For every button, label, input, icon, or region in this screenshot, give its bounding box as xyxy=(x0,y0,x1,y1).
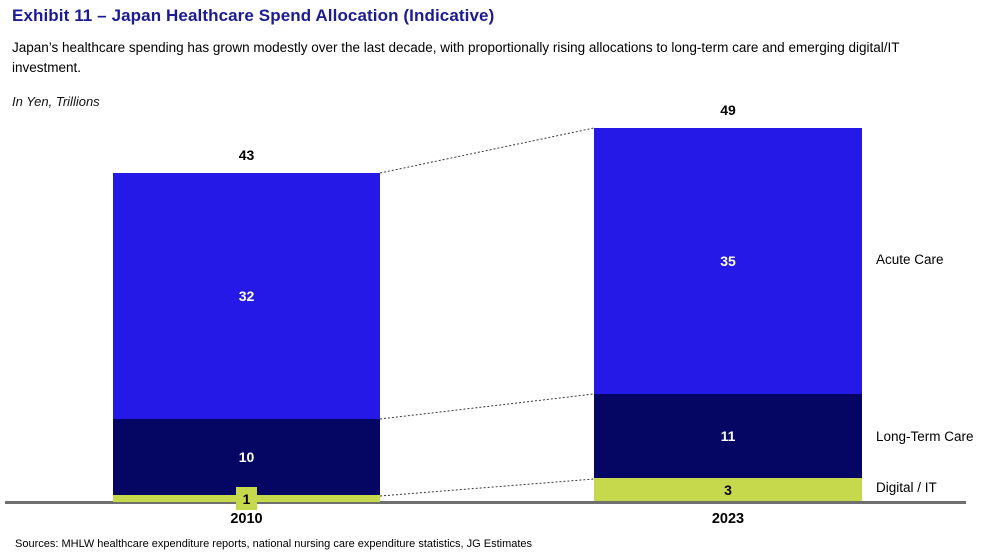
segment-value-digital-it-2023: 3 xyxy=(724,481,732,498)
segment-digital-it-2023: 3 xyxy=(594,478,862,501)
connector-line-top xyxy=(379,127,595,174)
units-label: In Yen, Trillions xyxy=(12,94,100,109)
category-label-2010: 2010 xyxy=(230,511,263,527)
legend-label-digital-it: Digital / IT xyxy=(876,480,937,495)
segment-acute-care-2010: 32 xyxy=(113,173,380,419)
segment-long-term-care-2010: 10 xyxy=(113,419,380,495)
x-axis-line xyxy=(5,501,966,504)
legend-label-acute-care: Acute Care xyxy=(876,252,944,267)
segment-value-long-term-care-2023: 11 xyxy=(720,428,736,444)
segment-value-long-term-care-2010: 10 xyxy=(238,449,255,465)
segment-value-acute-care-2010: 32 xyxy=(238,288,255,304)
segment-long-term-care-2023: 11 xyxy=(594,394,862,478)
connector-line-bottom xyxy=(379,478,595,497)
segment-value-acute-care-2023: 35 xyxy=(720,253,736,269)
legend-label-long-term-care: Long-Term Care xyxy=(876,429,974,444)
connector-line-middle xyxy=(379,393,595,420)
sources-note: Sources: MHLW healthcare expenditure rep… xyxy=(15,538,533,550)
exhibit-subtitle: Japan’s healthcare spending has grown mo… xyxy=(12,40,900,75)
total-label-2023: 49 xyxy=(720,102,736,118)
exhibit-title: Exhibit 11 – Japan Healthcare Spend Allo… xyxy=(12,6,495,25)
segment-acute-care-2023: 35 xyxy=(594,128,862,394)
segment-value-digital-it-2010: 1 xyxy=(236,487,257,510)
category-label-2023: 2023 xyxy=(711,511,745,527)
total-label-2010: 43 xyxy=(238,147,255,163)
